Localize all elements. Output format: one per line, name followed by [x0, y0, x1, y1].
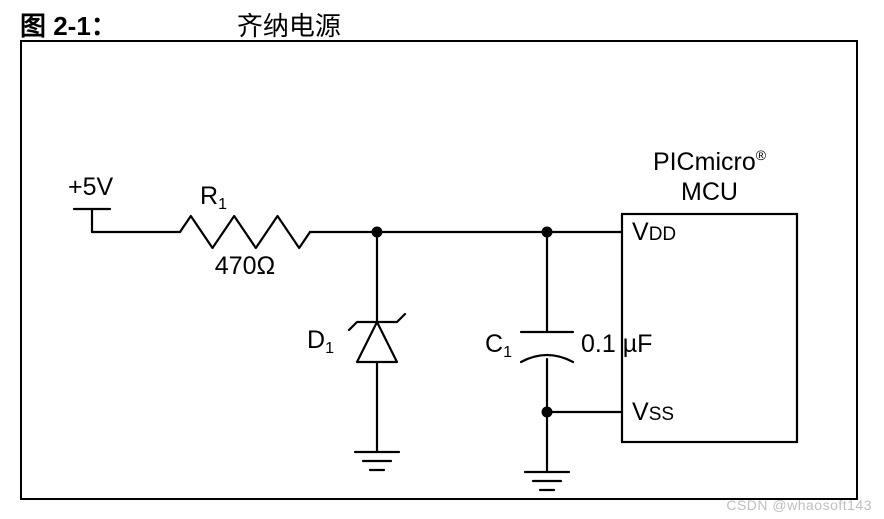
svg-text:470Ω: 470Ω — [215, 252, 275, 280]
svg-text:C1: C1 — [485, 330, 512, 361]
figure-title: 齐纳电源 — [237, 6, 341, 43]
figure-frame: +5V R1 470Ω D1 C1 0.1 µF PICmicro®MCUVDD VSS — [20, 40, 858, 500]
svg-text:MCU: MCU — [681, 178, 738, 206]
svg-text:D1: D1 — [307, 326, 334, 357]
svg-text:VSS: VSS — [632, 398, 674, 426]
svg-text:R1: R1 — [200, 182, 227, 213]
circuit-diagram: +5V R1 470Ω D1 C1 0.1 µF PICmicro®MCUVDD VSS — [22, 42, 856, 498]
watermark-text: CSDN @whaosoft143 — [726, 497, 872, 513]
svg-text:VDD: VDD — [632, 218, 676, 246]
figure-header: 图 2-1： 齐纳电源 — [20, 6, 860, 43]
svg-text:0.1 µF: 0.1 µF — [581, 330, 652, 358]
svg-text:+5V: +5V — [68, 173, 114, 201]
svg-text:PICmicro®: PICmicro® — [653, 147, 767, 176]
page: 图 2-1： 齐纳电源 +5V R1 470Ω D1 C1 0.1 µF PICmicro®… — [0, 0, 884, 519]
figure-number: 图 2-1： — [20, 6, 117, 43]
